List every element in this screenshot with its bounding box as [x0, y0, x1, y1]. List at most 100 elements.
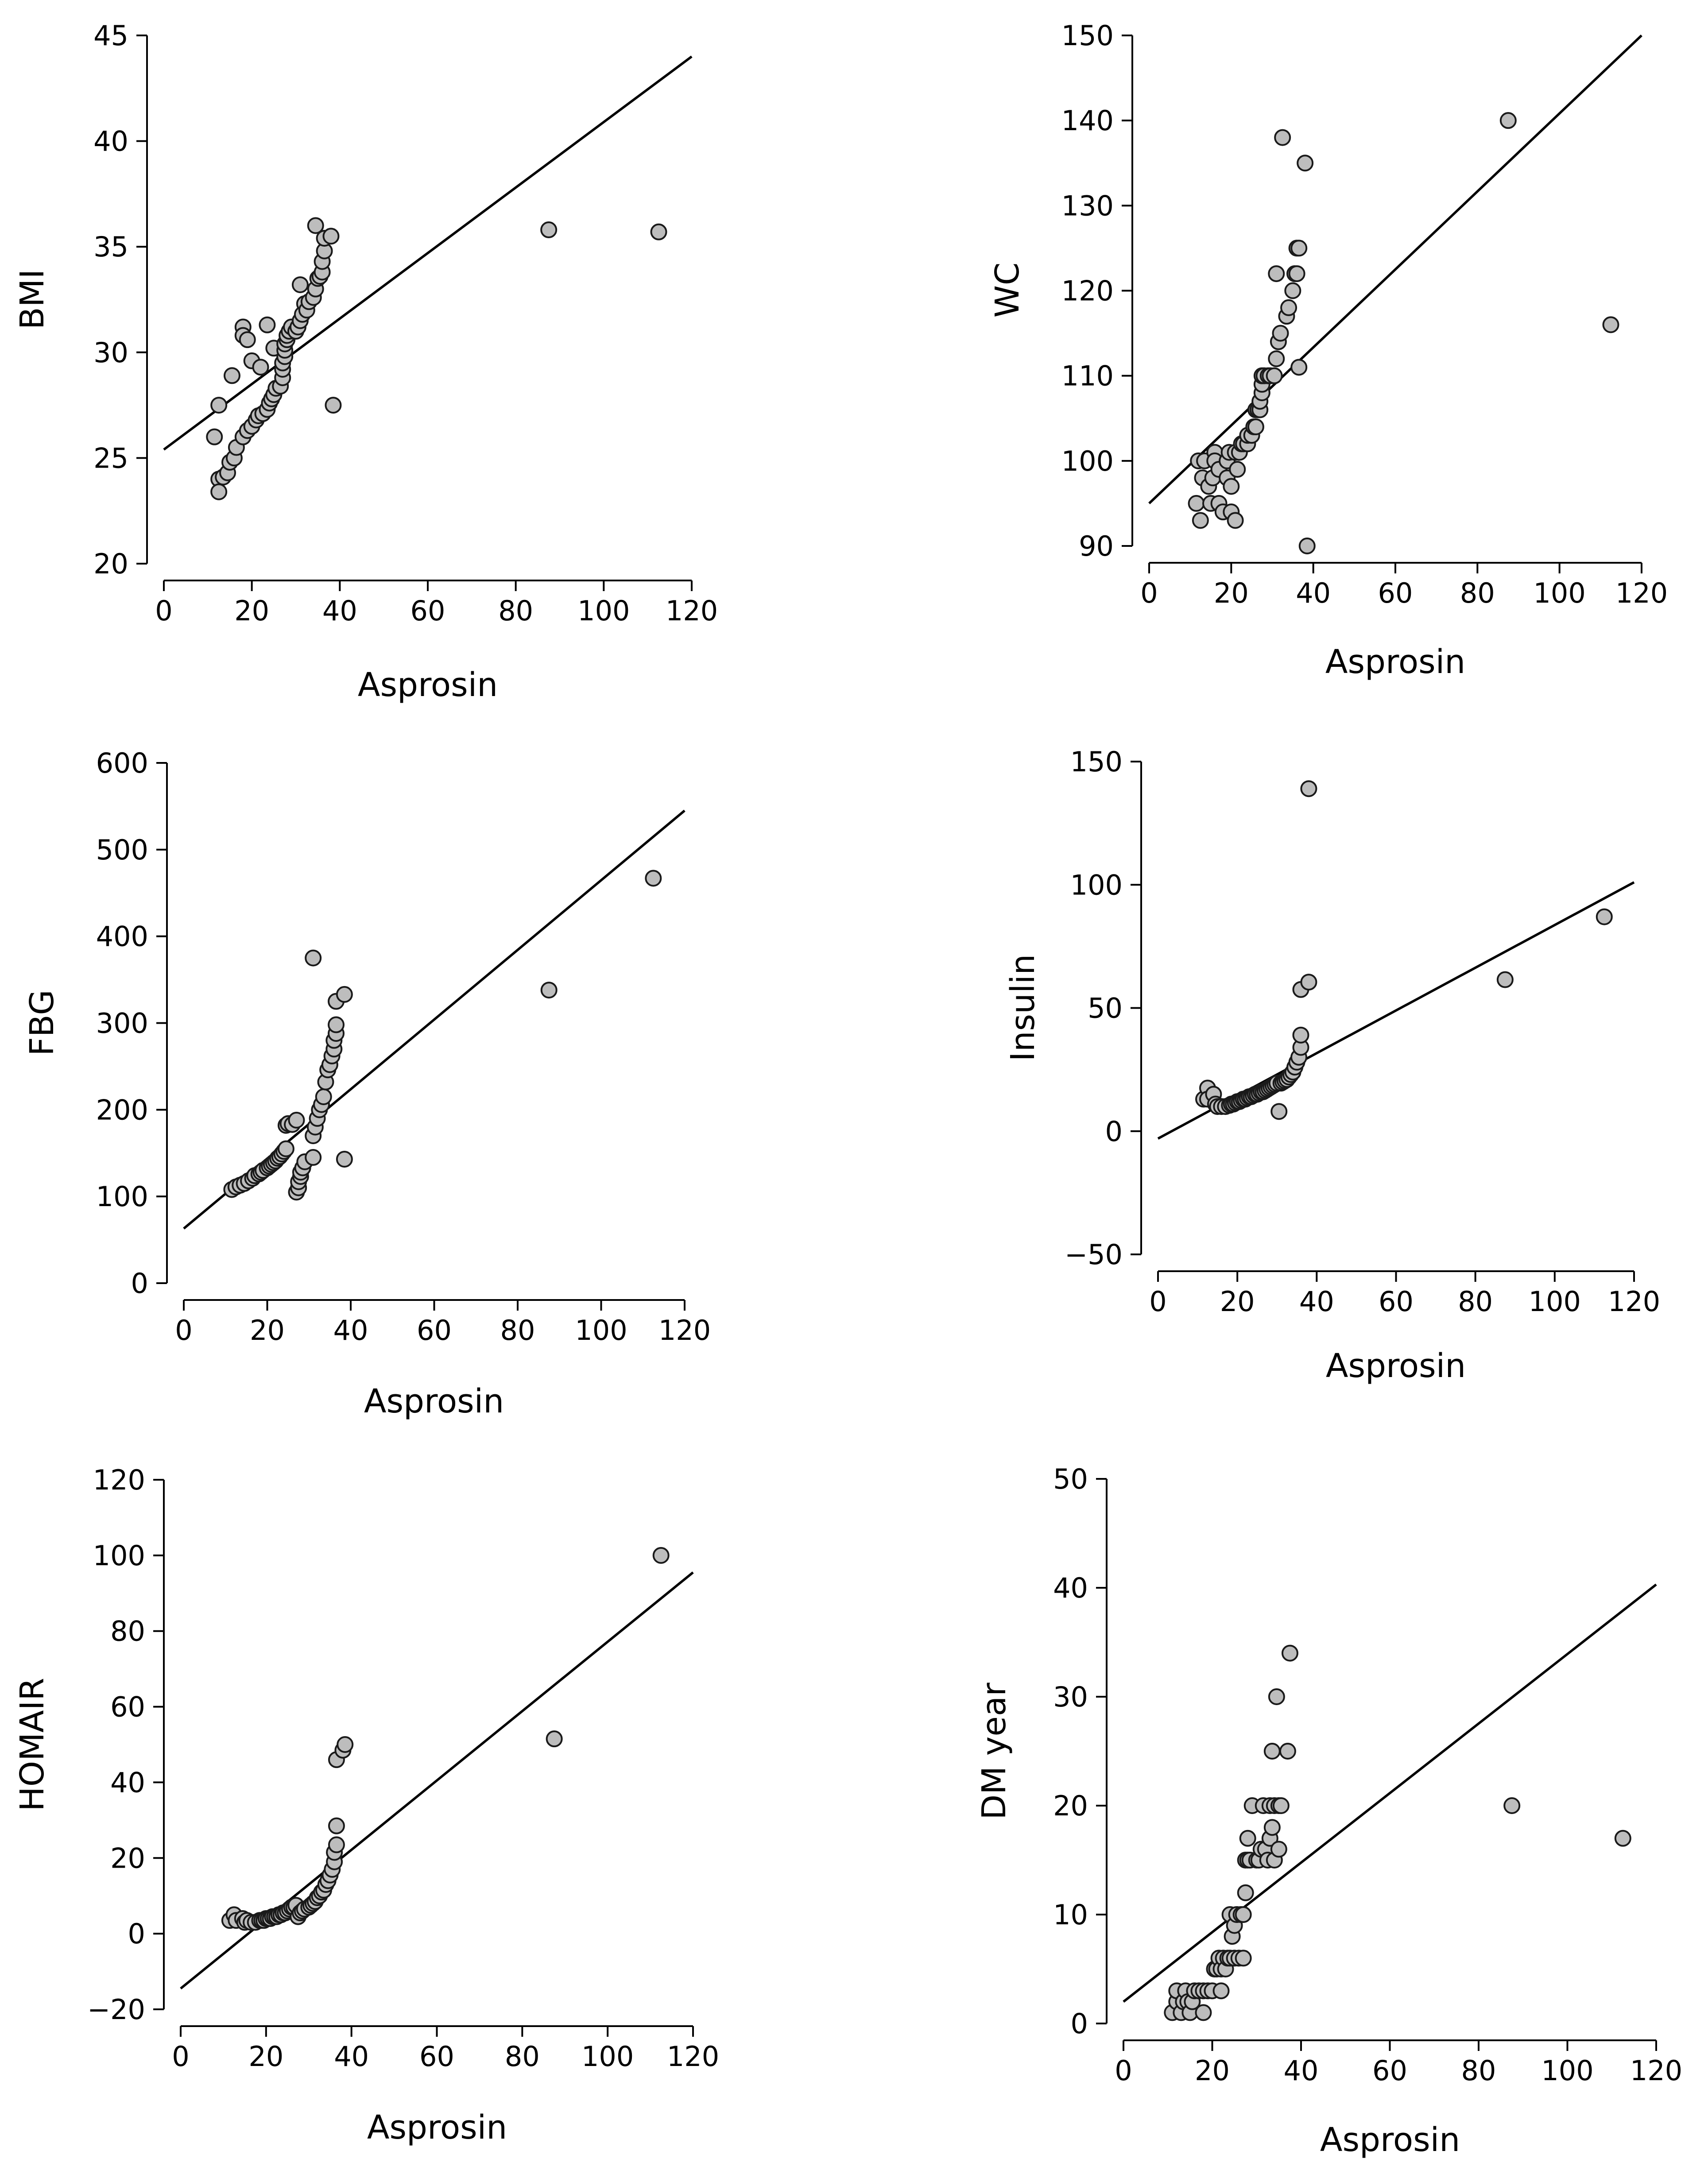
bmi-x-tick-label: 0: [155, 595, 172, 627]
wc-y-tick-label: 90: [1079, 530, 1114, 562]
dmyear-y-tick-label: 40: [1053, 1572, 1088, 1604]
dmyear-data-point: [1195, 2004, 1212, 2021]
dmyear-x-tick-label: 20: [1195, 2054, 1230, 2087]
wc-data-point: [1602, 316, 1619, 333]
fbg-data-point: [336, 986, 353, 1003]
fbg-data-point: [645, 870, 662, 887]
fbg-y-tick-label: 0: [131, 1267, 148, 1300]
dmyear-x-axis-title: Asprosin: [1320, 2121, 1460, 2159]
insulin-y-tick-label: 50: [1088, 992, 1123, 1025]
wc-data-point: [1298, 538, 1316, 554]
bmi-data-point: [239, 331, 256, 348]
dmyear-x-tick-label: 120: [1630, 2054, 1682, 2087]
bmi-data-point: [307, 217, 324, 234]
fbg-data-point: [305, 949, 322, 967]
bmi-y-tick-label: 45: [93, 19, 128, 52]
dmyear-data-point: [1237, 1884, 1254, 1901]
dmyear-data-point: [1268, 1688, 1285, 1705]
dmyear-regression-line: [1123, 1583, 1657, 2003]
wc-data-point: [1290, 359, 1308, 376]
insulin-data-point: [1496, 971, 1514, 988]
wc-y-tick-label: 110: [1061, 360, 1114, 392]
insulin-x-tick-label: 40: [1299, 1285, 1334, 1318]
homair-y-tick-label: 20: [110, 1842, 145, 1874]
dmyear-data-point: [1239, 1830, 1256, 1847]
dmyear-y-tick-label: 50: [1053, 1463, 1088, 1495]
insulin-x-tick-label: 100: [1529, 1285, 1581, 1318]
wc-x-tick-label: 80: [1460, 577, 1495, 609]
fbg-y-axis-title: FBG: [23, 990, 61, 1056]
fbg-data-point: [540, 982, 558, 999]
dmyear-data-point: [1263, 1743, 1281, 1760]
wc-data-point: [1268, 350, 1285, 368]
wc-data-point: [1247, 418, 1264, 435]
chart-panel-bmi: 0 20 40 60 80 100 120 20 25 30 35 40 45 Asprosin BMI: [13, 19, 718, 704]
homair-y-tick-label: 80: [110, 1615, 145, 1648]
wc-y-tick-label: 150: [1061, 19, 1114, 52]
bmi-y-tick-label: 20: [93, 548, 128, 580]
dmyear-data-point: [1235, 1906, 1252, 1923]
bmi-y-tick-label: 30: [93, 337, 128, 369]
dmyear-data-point: [1279, 1743, 1296, 1760]
insulin-x-tick-label: 20: [1220, 1285, 1255, 1318]
chart-panel-insulin: 0 20 40 60 80 100 120 −50 0 50 100 150 Asprosin Ins…: [1004, 746, 1660, 1385]
fbg-data-point: [315, 1088, 332, 1105]
bmi-data-point: [206, 428, 223, 445]
homair-x-tick-label: 20: [248, 2040, 283, 2073]
insulin-data-point: [1292, 1026, 1309, 1044]
homair-data-point: [328, 1836, 345, 1853]
wc-data-point: [1188, 495, 1205, 512]
bmi-y-axis-title: BMI: [13, 269, 51, 329]
dmyear-data-point: [1235, 1950, 1252, 1967]
fbg-x-tick-label: 60: [417, 1314, 452, 1346]
bmi-y-tick-label: 25: [93, 442, 128, 474]
dmyear-y-tick-label: 20: [1053, 1790, 1088, 1822]
fbg-y-tick-label: 600: [96, 747, 148, 779]
wc-regression-line: [1148, 35, 1642, 504]
wc-data-point: [1274, 129, 1291, 146]
bmi-x-tick-label: 60: [411, 595, 445, 627]
homair-y-tick-label: 120: [93, 1464, 145, 1496]
bmi-data-point: [325, 397, 342, 414]
bmi-data-point: [322, 228, 340, 245]
wc-x-tick-label: 120: [1615, 577, 1668, 609]
wc-data-point: [1284, 282, 1301, 299]
bmi-data-point: [210, 397, 228, 414]
dmyear-data-point: [1503, 1797, 1521, 1814]
insulin-y-tick-label: 0: [1105, 1115, 1123, 1148]
insulin-y-tick-label: 100: [1070, 869, 1123, 901]
dmyear-y-tick-label: 0: [1071, 2008, 1088, 2040]
chart-panel-dmyear: 0 20 40 60 80 100 120 0 10 20 30 40 50 Asprosin DM y…: [975, 1463, 1682, 2159]
dmyear-x-tick-label: 40: [1284, 2054, 1319, 2087]
wc-y-tick-label: 130: [1061, 190, 1114, 222]
fbg-x-tick-label: 120: [658, 1314, 711, 1346]
homair-data-point: [328, 1817, 345, 1834]
wc-x-tick-label: 0: [1140, 577, 1158, 609]
dmyear-data-point: [1270, 1841, 1287, 1858]
fbg-x-tick-label: 100: [575, 1314, 627, 1346]
wc-data-point: [1290, 240, 1308, 257]
bmi-x-tick-label: 100: [577, 595, 630, 627]
insulin-data-point: [1596, 908, 1613, 925]
insulin-data-point: [1300, 974, 1317, 991]
homair-data-point: [652, 1547, 670, 1564]
insulin-x-tick-label: 80: [1458, 1285, 1493, 1318]
bmi-data-point: [223, 367, 240, 384]
wc-x-tick-label: 40: [1296, 577, 1331, 609]
dmyear-x-tick-label: 60: [1372, 2054, 1407, 2087]
wc-y-tick-label: 100: [1061, 445, 1114, 477]
wc-data-point: [1266, 367, 1283, 384]
insulin-y-tick-label: −50: [1065, 1238, 1123, 1271]
bmi-data-point: [650, 223, 667, 240]
fbg-data-point: [328, 1016, 345, 1033]
homair-y-tick-label: 40: [110, 1766, 145, 1799]
insulin-x-tick-label: 0: [1149, 1285, 1166, 1318]
bmi-x-tick-label: 20: [234, 595, 269, 627]
fbg-x-axis-title: Asprosin: [364, 1382, 504, 1420]
wc-data-point: [1280, 299, 1297, 316]
wc-data-point: [1227, 512, 1244, 529]
wc-data-point: [1268, 265, 1285, 282]
dmyear-data-point: [1212, 1982, 1230, 2000]
homair-x-tick-label: 60: [419, 2040, 454, 2073]
insulin-x-axis-title: Asprosin: [1326, 1347, 1466, 1385]
